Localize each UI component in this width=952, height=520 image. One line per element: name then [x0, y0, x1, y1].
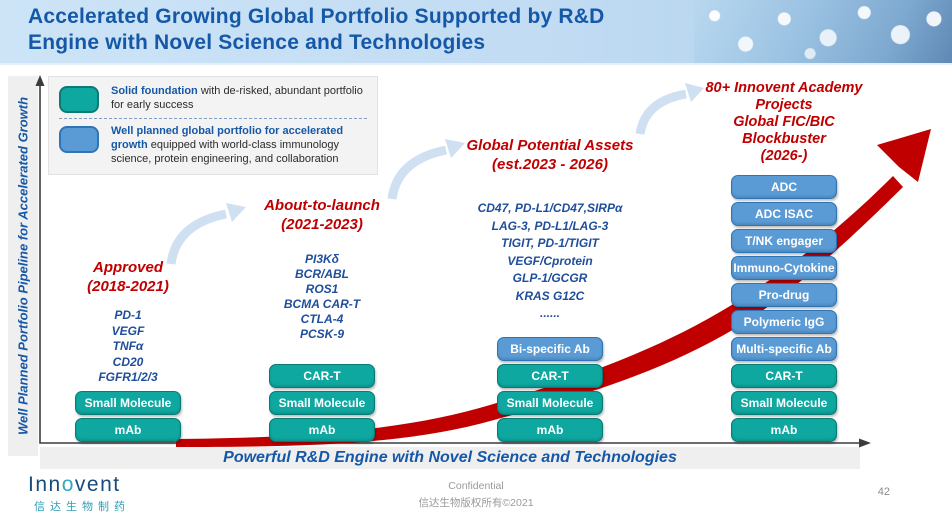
target-item: KRAS G12C — [515, 288, 585, 303]
page-title: Accelerated Growing Global Portfolio Sup… — [28, 4, 604, 56]
column-stack-innovent-academy: ADC ADC ISAC T/NK engager Immuno-Cytokin… — [731, 175, 837, 442]
blue-swatch-icon — [59, 126, 99, 153]
logo-part: Inn — [28, 473, 62, 496]
pipeline-box: mAb — [269, 418, 375, 442]
title-line: Global FIC/BIC — [733, 114, 835, 130]
title-line: Blockbuster — [742, 131, 826, 147]
swoosh-arrow-1 — [166, 203, 246, 265]
column-title-global-potential: Global Potential Assets (est.2023 - 2026… — [435, 136, 665, 174]
x-axis-arrow-icon — [859, 438, 871, 448]
pipeline-box: Small Molecule — [497, 391, 603, 415]
title-line: Projects — [755, 97, 813, 113]
innovent-logo-chinese: 信达生物制药 — [34, 501, 130, 513]
x-axis-label: Powerful R&D Engine with Novel Science a… — [223, 449, 677, 466]
pipeline-box: Small Molecule — [269, 391, 375, 415]
pipeline-box: CAR-T — [731, 364, 837, 388]
target-item: CTLA-4 — [300, 312, 344, 326]
target-item: GLP-1/GCGR — [512, 271, 588, 285]
pipeline-box: mAb — [75, 418, 181, 442]
pipeline-box: Pro-drug — [731, 283, 837, 307]
pipeline-box: mAb — [497, 418, 603, 442]
column-stack-global-potential: Bi-specific Ab CAR-T Small Molecule mAb — [497, 337, 603, 442]
target-item: BCMA CAR-T — [283, 297, 361, 311]
pipeline-box: Bi-specific Ab — [497, 337, 603, 361]
column-targets-global-potential: CD47, PD-L1/CD47,SIRPα LAG-3, PD-L1/LAG-… — [435, 200, 665, 323]
target-item: PI3Kδ — [304, 252, 339, 266]
pipeline-box: ADC — [731, 175, 837, 199]
legend: Solid foundation with de-risked, abundan… — [48, 76, 378, 175]
title-line: About-to-launch — [264, 197, 380, 214]
target-item: CD47, PD-L1/CD47,SIRPα — [477, 201, 623, 215]
logo-part: o — [61, 473, 75, 496]
confidential-label: Confidential — [448, 480, 504, 492]
pipeline-box: Polymeric IgG — [731, 310, 837, 334]
legend-text: Well planned global portfolio for accele… — [111, 124, 367, 166]
pipeline-box: Multi-specific Ab — [731, 337, 837, 361]
target-item: VEGF/Cprotein — [507, 253, 593, 268]
pipeline-box: CAR-T — [497, 364, 603, 388]
pipeline-box: CAR-T — [269, 364, 375, 388]
title-line: (2018-2021) — [87, 278, 169, 295]
target-item: LAG-3, PD-L1/LAG-3 — [491, 218, 609, 233]
title-line: Global Potential Assets — [466, 137, 634, 154]
teal-swatch-icon — [59, 86, 99, 113]
column-stack-approved: Small Molecule mAb — [75, 391, 181, 442]
y-axis-strip — [8, 76, 38, 456]
target-item: ROS1 — [305, 282, 339, 296]
column-targets-about-to-launch: PI3Kδ BCR/ABL ROS1 BCMA CAR-T CTLA-4 PCS… — [250, 252, 394, 342]
y-axis-label: Well Planned Portfolio Pipeline for Acce… — [15, 96, 31, 436]
legend-bold-text: Solid foundation — [111, 85, 198, 97]
innovent-logo-text: Innovent — [28, 473, 130, 497]
legend-item-well-planned: Well planned global portfolio for accele… — [59, 124, 367, 166]
target-item: TIGIT, PD-1/TIGIT — [501, 236, 599, 250]
target-item: BCR/ABL — [295, 267, 349, 281]
target-item: FGFR1/2/3 — [98, 370, 158, 384]
legend-text: Solid foundation with de-risked, abundan… — [111, 84, 367, 112]
column-targets-approved: PD-1 VEGF TNFα CD20 FGFR1/2/3 — [58, 308, 198, 386]
page-title-line2: Engine with Novel Science and Technologi… — [28, 31, 486, 54]
pipeline-box: mAb — [731, 418, 837, 442]
column-title-about-to-launch: About-to-launch (2021-2023) — [250, 196, 394, 234]
legend-item-solid-foundation: Solid foundation with de-risked, abundan… — [59, 84, 367, 113]
pipeline-box: ADC ISAC — [731, 202, 837, 226]
title-line: (2026-) — [760, 148, 808, 164]
target-item: PCSK-9 — [299, 327, 344, 341]
target-item: CD20 — [112, 354, 144, 369]
title-line: 80+ Innovent Academy — [705, 80, 863, 96]
pipeline-box: Immuno-Cytokine — [731, 256, 837, 280]
target-item: PD-1 — [114, 308, 142, 322]
logo-part: vent — [74, 473, 121, 496]
pipeline-box: Small Molecule — [731, 391, 837, 415]
page-number: 42 — [877, 486, 890, 498]
copyright-label: 信达生物版权所有©2021 — [418, 497, 534, 509]
column-title-innovent-academy: 80+ Innovent Academy Projects Global FIC… — [672, 80, 896, 165]
column-stack-about-to-launch: CAR-T Small Molecule mAb — [269, 364, 375, 442]
legend-divider — [59, 118, 367, 119]
page-title-line1: Accelerated Growing Global Portfolio Sup… — [28, 5, 605, 28]
title-line: (est.2023 - 2026) — [492, 156, 608, 173]
target-item: ...... — [539, 306, 560, 320]
pipeline-box: Small Molecule — [75, 391, 181, 415]
column-title-approved: Approved (2018-2021) — [58, 258, 198, 296]
city-photo — [694, 0, 952, 63]
header-banner: Accelerated Growing Global Portfolio Sup… — [0, 0, 952, 65]
title-line: (2021-2023) — [281, 216, 363, 233]
x-axis-strip: Powerful R&D Engine with Novel Science a… — [40, 447, 860, 469]
title-line: Approved — [92, 259, 163, 276]
pipeline-box: T/NK engager — [731, 229, 837, 253]
target-item: TNFα — [112, 339, 144, 353]
innovent-logo: Innovent 信达生物制药 — [28, 473, 130, 514]
target-item: VEGF — [111, 323, 145, 338]
